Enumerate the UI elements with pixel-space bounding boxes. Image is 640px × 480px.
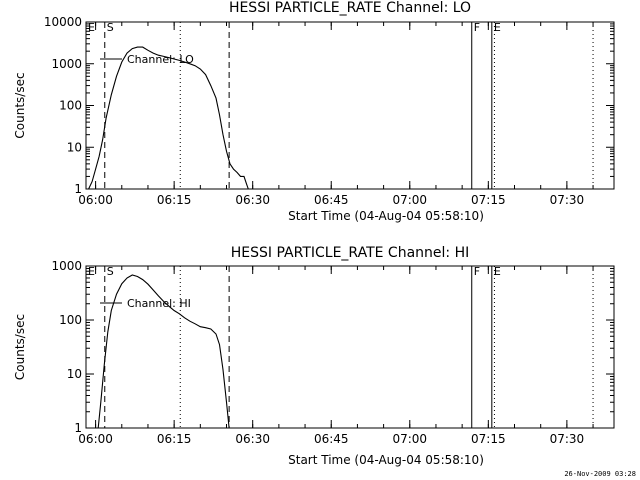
y-tick-label: 1000: [51, 259, 82, 273]
plot-frame: [85, 265, 615, 429]
chart-title: HESSI PARTICLE_RATE Channel: LO: [229, 0, 471, 16]
flag-label: S: [107, 265, 114, 278]
plot-frame: [85, 21, 615, 190]
x-tick-label: 06:45: [314, 432, 349, 446]
y-tick-label: 1: [74, 182, 82, 196]
chart-panel-lo: HESSI PARTICLE_RATE Channel: LO Counts/se…: [13, 0, 615, 223]
legend-label: Channel: LO: [127, 53, 194, 66]
y-tick-label: 1: [74, 421, 82, 435]
flag-label: E: [88, 265, 95, 278]
x-tick-label: 06:30: [235, 432, 270, 446]
x-tick-label: 07:30: [550, 193, 585, 207]
x-tick-label: 06:45: [314, 193, 349, 207]
y-axis-label: Counts/sec: [13, 72, 27, 138]
y-tick-label: 10000: [44, 15, 82, 29]
x-tick-label: 07:00: [392, 193, 427, 207]
flag-label: F: [474, 265, 480, 278]
flag-label: E: [88, 21, 95, 34]
x-tick-label: 07:00: [392, 432, 427, 446]
chart-panel-hi: HESSI PARTICLE_RATE Channel: HI Counts/se…: [13, 245, 615, 467]
x-tick-label: 07:30: [550, 432, 585, 446]
x-axis-label: Start Time (04-Aug-04 05:58:10): [288, 453, 484, 467]
y-tick-label: 1000: [51, 57, 82, 71]
series-line: [97, 274, 230, 429]
x-tick-label: 06:30: [235, 193, 270, 207]
y-tick-label: 10: [67, 140, 82, 154]
flag-label: E: [494, 21, 501, 34]
footer-date: 26-Nov-2009 03:28: [564, 470, 636, 478]
x-tick-label: 06:15: [157, 193, 192, 207]
x-axis-label: Start Time (04-Aug-04 05:58:10): [288, 209, 484, 223]
x-tick-label: 06:00: [78, 432, 113, 446]
flag-label: F: [474, 21, 480, 34]
y-tick-label: 100: [59, 313, 82, 327]
x-tick-label: 07:15: [471, 432, 506, 446]
flag-label: E: [494, 265, 501, 278]
y-axis-label: Counts/sec: [13, 314, 27, 380]
chart-title: HESSI PARTICLE_RATE Channel: HI: [231, 245, 469, 261]
series-line: [88, 46, 249, 190]
y-tick-label: 100: [59, 99, 82, 113]
x-tick-label: 07:15: [471, 193, 506, 207]
y-tick-label: 10: [67, 367, 82, 381]
x-tick-label: 06:00: [78, 193, 113, 207]
x-tick-label: 06:15: [157, 432, 192, 446]
flag-label: S: [107, 21, 114, 34]
legend-label: Channel: HI: [127, 297, 191, 310]
